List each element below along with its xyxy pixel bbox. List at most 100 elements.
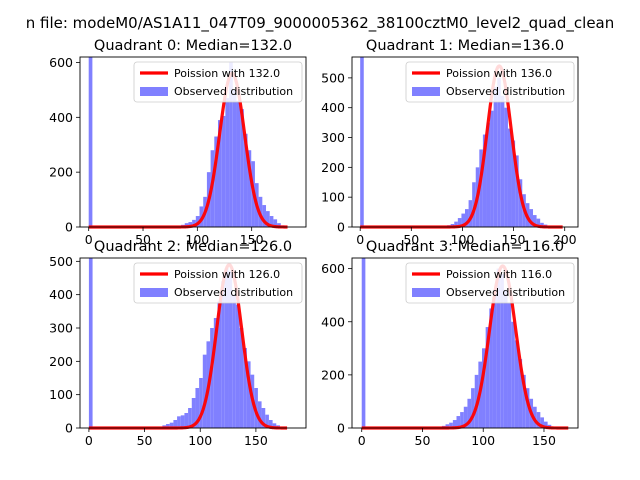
histogram-bar <box>360 57 364 227</box>
x-tick-label: 0 <box>358 433 366 448</box>
histogram-bar <box>273 219 278 227</box>
histogram-bar <box>507 303 512 428</box>
x-tick-label: 150 <box>244 433 268 448</box>
y-tick-label: 0 <box>337 421 345 436</box>
histogram-bar <box>460 412 464 428</box>
histogram-bar <box>456 416 461 428</box>
legend-label-poisson: Poission with 116.0 <box>446 268 552 281</box>
histogram-bar <box>540 222 544 227</box>
histogram-bar <box>445 424 450 428</box>
x-tick-label: 50 <box>135 232 151 247</box>
histogram-bar <box>88 258 93 428</box>
y-tick-label: 200 <box>321 160 345 175</box>
x-tick-label: 200 <box>553 232 577 247</box>
x-tick-label: 50 <box>137 433 153 448</box>
legend: Poission with 132.0 Observed distribution <box>133 61 303 103</box>
histogram-bar <box>257 401 262 428</box>
histogram-bar <box>217 120 222 227</box>
histogram-bar <box>504 107 508 227</box>
y-tick-label: 400 <box>49 110 73 125</box>
x-tick-label: 150 <box>532 433 556 448</box>
subplot-title: Quadrant 3: Median=116.0 <box>366 239 564 255</box>
histogram-bar <box>191 398 196 428</box>
y-tick-label: 300 <box>49 321 73 336</box>
legend-box <box>133 61 303 103</box>
subplot-quadrant-0: Quadrant 0: Median=132.0 0 50 100 150 0 200 400… <box>49 38 307 247</box>
subplot-title: Quadrant 1: Median=136.0 <box>366 38 564 54</box>
histogram-bar <box>497 77 501 227</box>
histogram-bar <box>457 218 462 227</box>
histogram-bar <box>213 318 218 428</box>
histogram-bar <box>173 420 178 428</box>
histogram-bar <box>514 340 519 428</box>
axes-frame <box>351 56 579 228</box>
histogram-bar <box>235 304 240 428</box>
histogram-bar <box>518 358 523 428</box>
histogram-bar <box>522 374 526 428</box>
histogram-bar <box>500 95 505 227</box>
histogram-bar <box>482 348 486 428</box>
y-tick-label: 400 <box>321 100 345 115</box>
histogram-bar <box>188 222 193 227</box>
histogram-bar <box>471 388 475 428</box>
histogram-bar <box>261 408 266 428</box>
histogram-bar <box>518 179 523 227</box>
legend: Poission with 136.0 Observed distribution <box>405 61 575 103</box>
histogram-bar <box>525 388 530 428</box>
y-tick-label: 0 <box>65 220 73 235</box>
observed-histogram <box>88 258 280 428</box>
histogram-bar <box>269 216 274 227</box>
x-tick-label: 0 <box>85 433 93 448</box>
histogram-bar <box>529 209 534 227</box>
histogram-bar <box>188 408 192 428</box>
x-tick-label: 0 <box>356 232 364 247</box>
legend-label-poisson: Poission with 136.0 <box>446 67 552 80</box>
axes-frame <box>351 257 579 429</box>
histogram-bar <box>228 271 233 428</box>
histogram-bar <box>180 415 185 428</box>
histogram-bar <box>493 86 498 228</box>
x-tick-label: 150 <box>240 232 264 247</box>
histogram-bar <box>199 378 203 428</box>
histogram-bar <box>468 200 473 227</box>
y-tick-label: 100 <box>321 190 345 205</box>
histogram-bar <box>515 155 519 227</box>
histogram-bar <box>452 420 457 428</box>
y-tick-label: 200 <box>321 367 345 382</box>
legend-bar-swatch <box>140 87 168 96</box>
histogram-bar <box>268 420 273 428</box>
axes-frame <box>79 257 307 429</box>
histogram-bar <box>500 273 504 428</box>
histogram-bar <box>490 110 494 227</box>
histogram-bar <box>239 328 244 428</box>
subplot-quadrant-1: Quadrant 1: Median=136.0 0 50 100 150 200 0 100… <box>321 38 579 247</box>
histogram-bar <box>221 115 226 227</box>
figure-suptitle: n file: modeM0/AS1A11_047T09_9000005362_… <box>25 14 615 32</box>
histogram-bar <box>88 57 93 227</box>
x-tick-label: 100 <box>185 232 209 247</box>
histogram-bar <box>467 398 472 428</box>
y-tick-label: 500 <box>49 254 73 269</box>
histogram-bar <box>177 416 181 428</box>
legend: Poission with 116.0 Observed distribution <box>405 262 575 304</box>
histogram-bar <box>232 89 237 227</box>
legend-label-observed: Observed distribution <box>446 85 565 98</box>
histogram-bar <box>236 100 241 227</box>
x-tick-label: 100 <box>451 232 475 247</box>
histogram-bar <box>210 328 214 428</box>
histogram-bar <box>247 150 252 227</box>
x-tick-label: 100 <box>471 433 495 448</box>
y-tick-label: 600 <box>49 55 73 70</box>
y-tick-label: 200 <box>49 354 73 369</box>
histogram-bar <box>240 109 244 227</box>
histogram-bar <box>511 140 516 227</box>
histogram-bar <box>202 354 207 428</box>
histogram-bar <box>169 422 174 428</box>
histogram-bar <box>489 308 493 428</box>
histogram-bar <box>486 122 491 227</box>
legend-box <box>133 262 303 304</box>
y-tick-label: 100 <box>49 387 73 402</box>
histogram-bar <box>221 281 225 428</box>
histogram-bar <box>243 348 247 428</box>
